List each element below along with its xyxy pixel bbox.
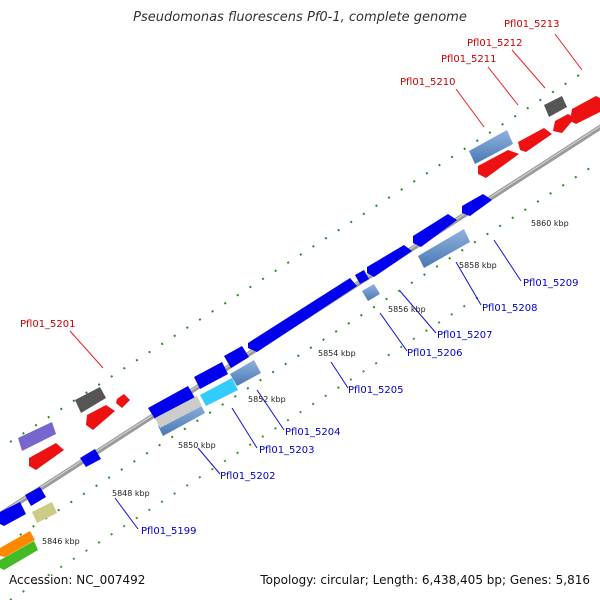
gene-label-pfl01-5211[interactable]: Pfl01_5211 [441,54,497,65]
gene-gray-mid[interactable] [75,387,106,413]
gene-pfl01-5199[interactable] [25,487,46,506]
gene-label-pfl01-5199[interactable]: Pfl01_5199 [141,526,197,537]
gene-pfl01-5202[interactable] [148,386,195,419]
gene-pfl01-5205[interactable] [248,278,357,352]
tick-label: 5860 kbp [531,219,569,228]
gene-lightgray-5202[interactable] [155,396,202,428]
gene-red-left[interactable] [29,443,64,470]
gene-pfl01-5211[interactable] [518,128,552,152]
gene-pfl01-5209[interactable] [462,194,492,216]
gene-label-pfl01-5206[interactable]: Pfl01_5206 [407,348,463,359]
map-title: Pseudomonas fluorescens Pf0-1, complete … [133,10,467,25]
gene-steelblue-5210[interactable] [469,130,513,164]
gene-steelblue-5203[interactable] [230,360,261,386]
tick-label: 5850 kbp [178,441,216,450]
gene-labels: Pfl01_5213 Pfl01_5212 Pfl01_5211 Pfl01_5… [20,19,579,537]
tick-label: 5854 kbp [318,349,356,358]
tick-label: 5852 kbp [248,395,286,404]
gene-label-pfl01-5213[interactable]: Pfl01_5213 [504,19,560,30]
gene-label-pfl01-5205[interactable]: Pfl01_5205 [348,385,404,396]
gene-label-pfl01-5209[interactable]: Pfl01_5209 [523,278,579,289]
label-leader-lines [69,33,583,530]
tick-label: 5856 kbp [388,305,426,314]
forward-strand-genes [18,96,600,523]
gene-cyan-5203[interactable] [200,378,238,406]
gene-label-pfl01-5202[interactable]: Pfl01_5202 [220,471,276,482]
gene-pfl01-5210[interactable] [478,150,519,178]
gene-label-pfl01-5204[interactable]: Pfl01_5204 [285,427,341,438]
topology-summary: Topology: circular; Length: 6,438,405 bp… [260,573,590,587]
tick-label: 5848 kbp [112,489,150,498]
accession-label: Accession: NC_007492 [9,573,146,587]
gene-label-pfl01-5208[interactable]: Pfl01_5208 [482,303,538,314]
gene-pfl01-5206[interactable] [355,270,369,284]
coordinate-labels: 5846 kbp 5848 kbp 5850 kbp 5852 kbp 5854… [42,219,569,546]
gene-small-red[interactable] [116,394,130,408]
tick-label: 5846 kbp [42,537,80,546]
gene-label-pfl01-5201[interactable]: Pfl01_5201 [20,319,76,330]
tick-label: 5858 kbp [459,261,497,270]
gene-blue-edge[interactable] [0,502,26,526]
gene-blue-small-left[interactable] [80,449,101,467]
reverse-strand-genes [0,194,492,570]
gene-label-pfl01-5207[interactable]: Pfl01_5207 [437,330,493,341]
gene-steelblue-5202[interactable] [158,403,205,436]
gene-slate-left[interactable] [18,422,56,451]
gene-label-pfl01-5203[interactable]: Pfl01_5203 [259,445,315,456]
gene-label-pfl01-5212[interactable]: Pfl01_5212 [467,38,523,49]
gene-pfl01-5204[interactable] [224,346,249,368]
gene-gray-top[interactable] [544,96,567,117]
tick-marks [9,67,591,600]
gene-khaki-left[interactable] [32,502,57,523]
gene-steelblue-5208[interactable] [418,229,470,268]
gene-orange-left[interactable] [0,531,35,557]
gene-pfl01-5201[interactable] [86,405,115,430]
gene-pfl01-5207[interactable] [367,245,412,277]
gene-pfl01-5212[interactable] [553,114,575,133]
gene-pfl01-5203[interactable] [194,362,228,389]
gene-pfl01-5208a[interactable] [413,214,457,247]
gene-label-pfl01-5210[interactable]: Pfl01_5210 [400,77,456,88]
gene-green-left[interactable] [0,541,38,570]
gene-steelblue-5206[interactable] [362,284,380,301]
gene-pfl01-5213[interactable] [570,96,600,124]
